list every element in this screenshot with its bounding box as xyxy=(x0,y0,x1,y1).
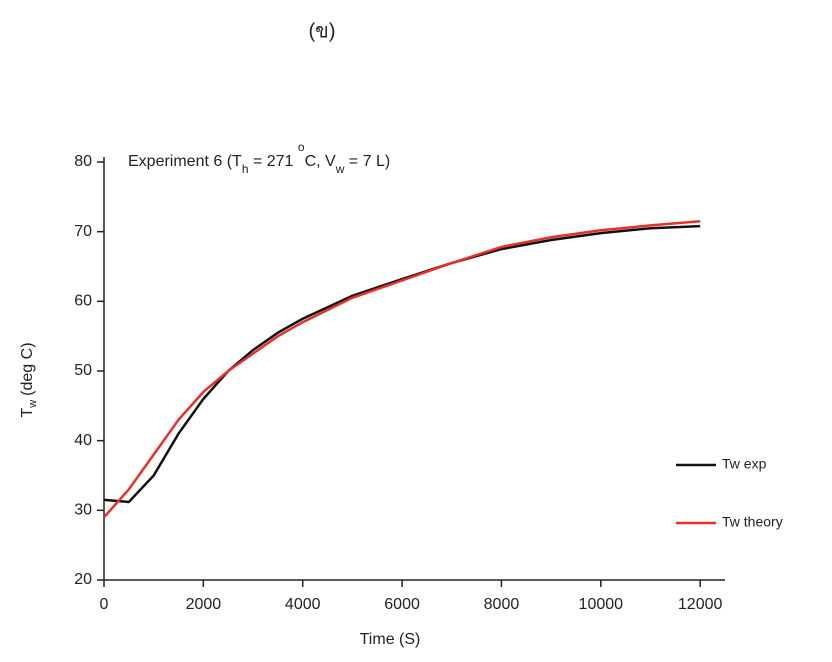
x-axis-label: Time (S) xyxy=(360,631,421,648)
series-line xyxy=(103,224,701,504)
y-tick-label: 50 xyxy=(74,362,92,379)
y-tick-label: 80 xyxy=(74,153,92,170)
x-tick-label: 12000 xyxy=(678,596,723,613)
x-tick-label: 8000 xyxy=(484,596,520,613)
y-tick-label: 60 xyxy=(74,293,92,310)
y-tick-label: 70 xyxy=(74,223,92,240)
annotation: Experiment 6 (Th = 271 oC, Vw = 7 L) xyxy=(128,140,390,176)
x-tick-label: 6000 xyxy=(384,596,420,613)
y-tick-label: 40 xyxy=(74,432,92,449)
legend-label: Tw exp xyxy=(722,456,767,472)
x-tick-label: 4000 xyxy=(285,596,321,613)
legend-label: Tw theory xyxy=(722,514,783,530)
x-tick-label: 2000 xyxy=(186,596,222,613)
y-tick-label: 20 xyxy=(74,571,92,588)
y-tick-label: 30 xyxy=(74,502,92,519)
x-tick-label: 10000 xyxy=(579,596,624,613)
y-label-text: Tw(deg C) xyxy=(19,342,39,417)
y-axis-label: Tw(deg C) xyxy=(19,342,39,417)
x-tick-label: 0 xyxy=(100,596,109,613)
chart-title: (ข) xyxy=(309,20,336,42)
series-line xyxy=(103,219,701,519)
